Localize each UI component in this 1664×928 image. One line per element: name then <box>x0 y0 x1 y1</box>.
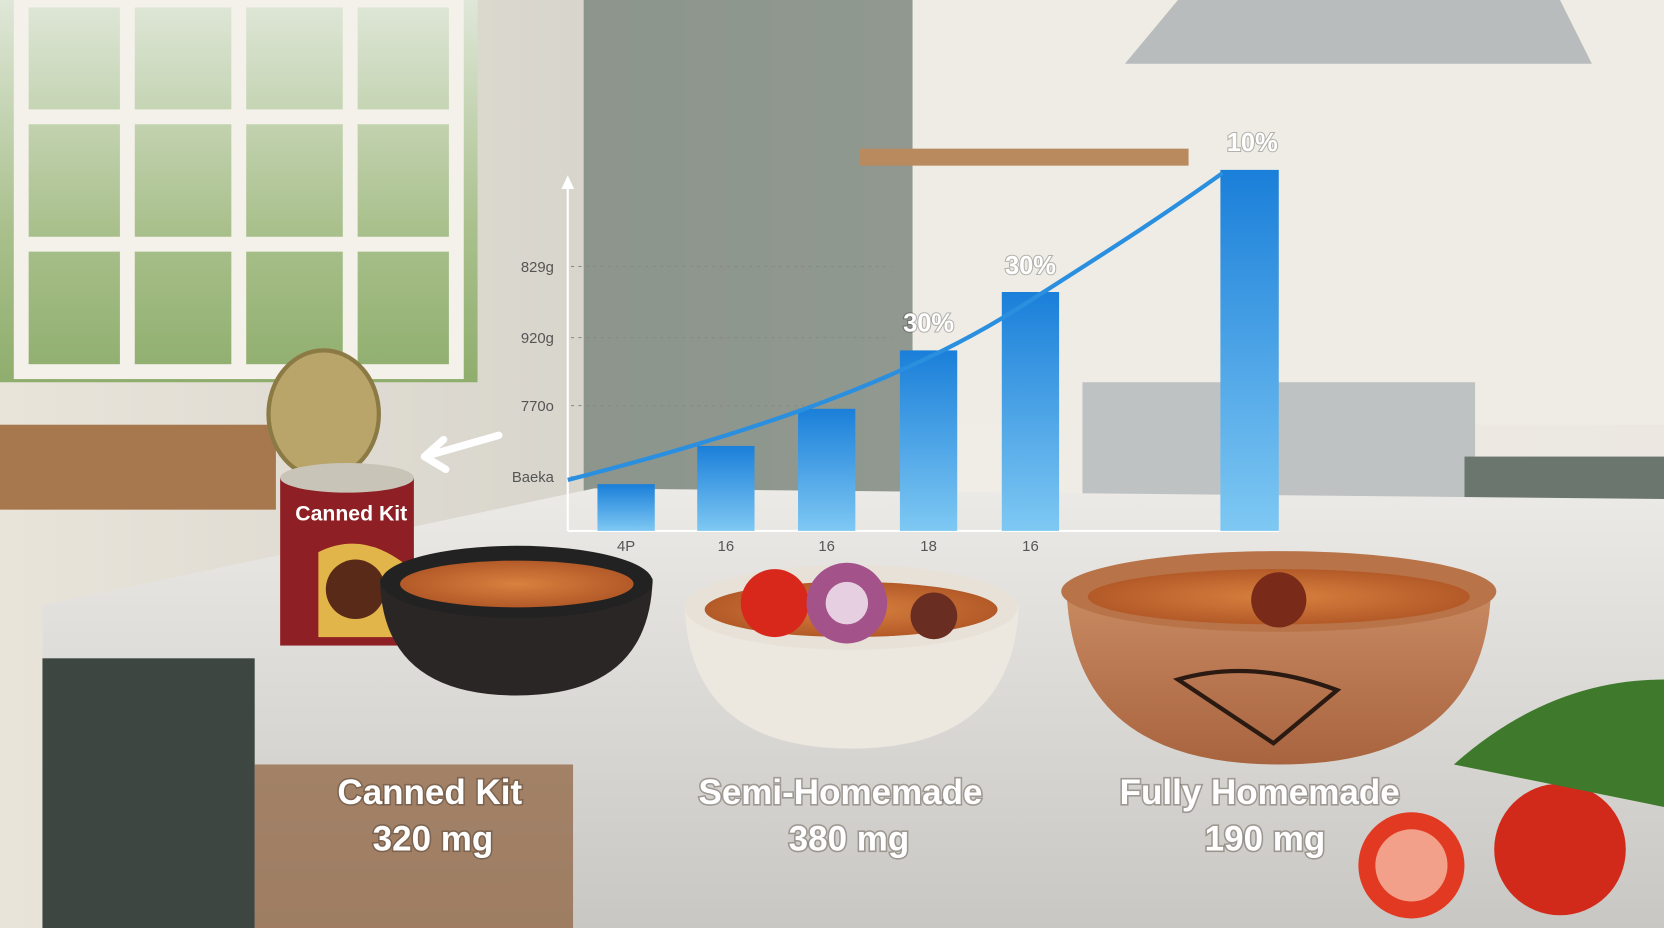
y-label: 829g <box>521 260 554 276</box>
caption-name: Semi-Homemade <box>698 773 982 812</box>
island-wood <box>254 764 574 928</box>
cabinet <box>583 0 913 531</box>
caption-name: Fully Homemade <box>1120 773 1400 812</box>
caption-value: 190 mg <box>1205 819 1326 858</box>
y-label: 770o <box>521 399 554 415</box>
axis-arrow <box>561 175 575 189</box>
bar <box>899 350 958 531</box>
range-hood <box>1124 0 1592 64</box>
shelf <box>859 148 1189 166</box>
y-label: 920g <box>521 331 554 347</box>
bar-label: 30% <box>903 309 954 337</box>
caption-value: 320 mg <box>373 819 494 858</box>
y-label: Baeka <box>512 470 555 486</box>
chart-overlay: 829g 920g 770o Baeka 4P 16 16 18 16 30% … <box>512 128 1279 555</box>
bar-label: 10% <box>1227 129 1278 157</box>
trend-line <box>567 171 1224 482</box>
bar <box>697 445 755 531</box>
table <box>0 424 276 510</box>
x-label: 4P <box>617 539 635 555</box>
window-frame <box>13 0 464 380</box>
bar <box>798 408 856 531</box>
caption-value: 380 mg <box>789 819 910 858</box>
bar-label: 30% <box>1005 252 1056 280</box>
bar <box>1001 291 1060 531</box>
caption-name: Canned Kit <box>337 773 522 812</box>
x-label: 18 <box>920 539 937 555</box>
x-label: 16 <box>1022 539 1039 555</box>
island-base <box>42 658 255 928</box>
x-label: 16 <box>718 539 735 555</box>
arrow <box>420 431 503 474</box>
bowl-homemade <box>1061 551 1497 765</box>
can-label: Canned Kit <box>295 502 407 525</box>
x-label: 16 <box>818 539 835 555</box>
bar <box>597 484 655 531</box>
bar <box>1220 169 1279 531</box>
bowl-canned <box>379 545 653 696</box>
bowl-semi <box>684 562 1019 749</box>
grid-lines <box>570 265 892 478</box>
